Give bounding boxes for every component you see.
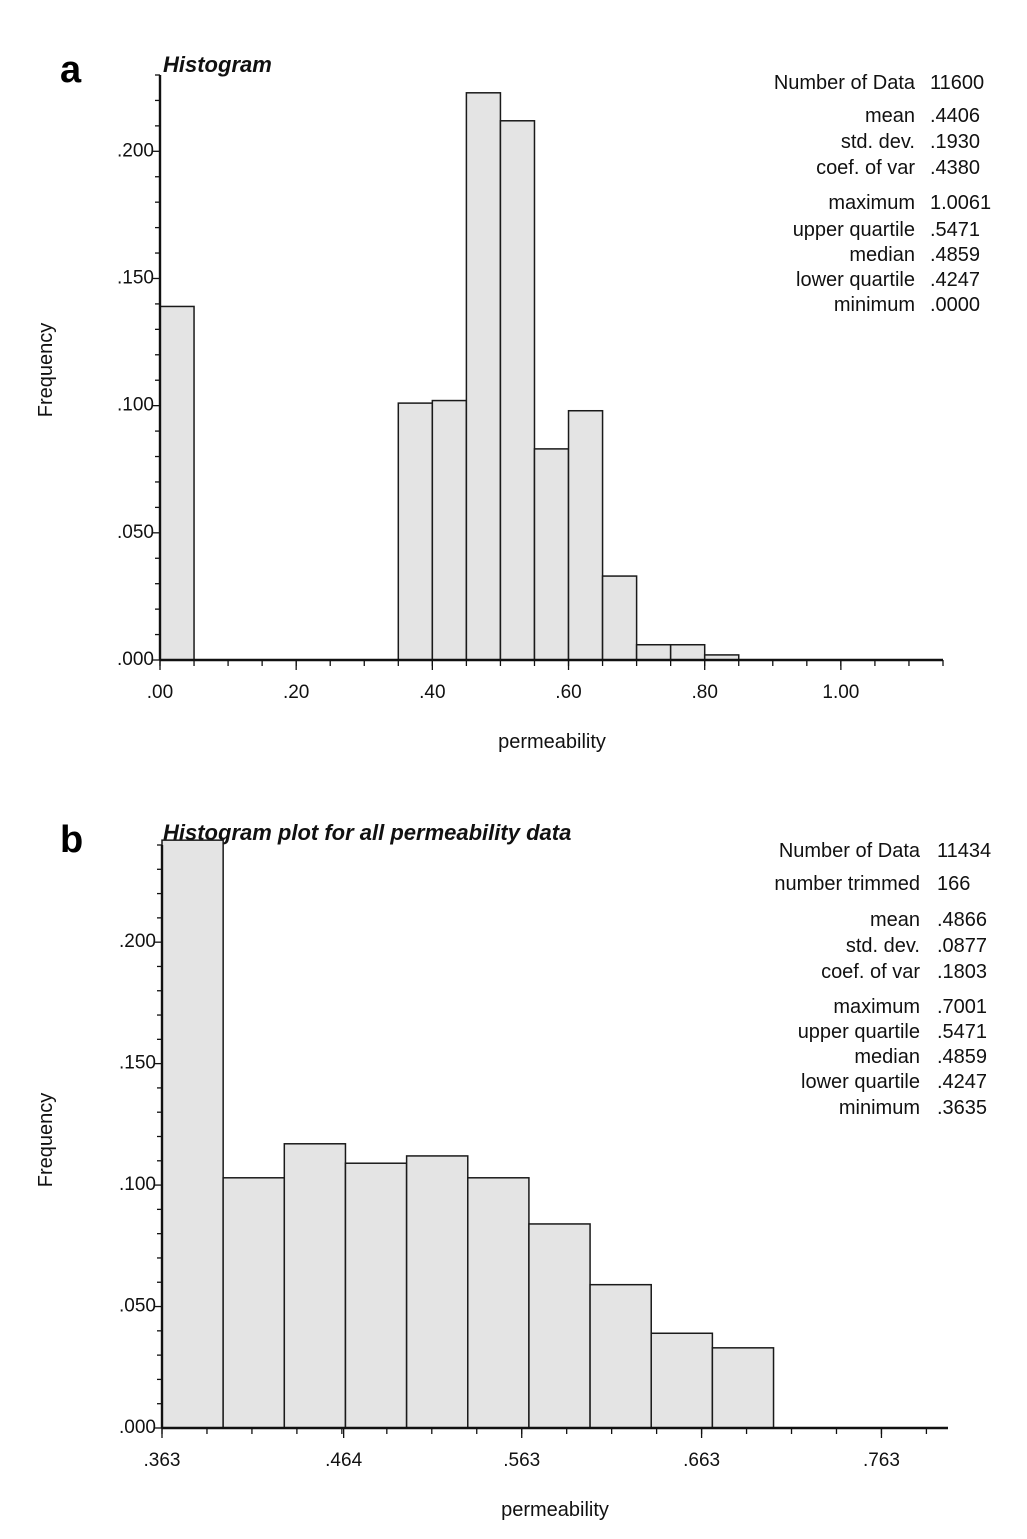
panel-b-stat-value: .4859 <box>937 1046 987 1068</box>
panel-b-stat-value: .3635 <box>937 1097 987 1119</box>
panel-b-y-tick-label: .100 <box>119 1174 156 1195</box>
panel-a-stat-label: coef. of var <box>816 157 915 179</box>
panel-a-title: Histogram <box>163 52 272 77</box>
panel-a-y-tick-label: .000 <box>117 649 154 670</box>
panel-a-bar <box>635 643 672 661</box>
panel-a-x-tick-label: .00 <box>147 682 173 703</box>
panel-b-bar <box>161 839 224 1429</box>
panel-a-stat-label: std. dev. <box>841 131 915 153</box>
panel-a-stats-box: Number of Data 11600 mean .4406 std. dev. .19… <box>774 72 991 316</box>
panel-b-stat-value: .4247 <box>937 1071 987 1093</box>
panel-b-histogram: b Histogram plot for all permeability da… <box>35 819 991 1521</box>
panel-b-axes: .000 .050 .100 .150 .200 .363 .464 .563 .663 .763 <box>119 844 948 1471</box>
panel-a-stat-value: .0000 <box>930 294 980 316</box>
panel-a-y-tick-label: .200 <box>117 140 154 161</box>
panel-a-x-tick-label: .40 <box>419 682 445 703</box>
panel-b-x-tick-label: .363 <box>144 1450 181 1471</box>
panel-a-stat-value: .4380 <box>930 157 980 179</box>
panel-a-bar <box>499 120 536 661</box>
panel-b-bar <box>222 1177 286 1429</box>
panel-a-bar <box>397 402 434 661</box>
panel-b-stat-label: mean <box>870 909 920 931</box>
panel-b-bars <box>161 839 775 1429</box>
panel-b-stat-value: .7001 <box>937 996 987 1018</box>
panel-a-stat-label: median <box>849 244 915 266</box>
panel-b-stat-label: median <box>854 1046 920 1068</box>
panel-a-stat-label: lower quartile <box>796 269 915 291</box>
panel-b-y-tick-label: .050 <box>119 1296 156 1317</box>
panel-b-stat-value: .4866 <box>937 909 987 931</box>
panel-a-bar <box>533 448 570 661</box>
panel-b-bar <box>650 1332 714 1429</box>
panel-b-stat-value: .5471 <box>937 1021 987 1043</box>
panel-a-stat-label: mean <box>865 105 915 127</box>
panel-a-stat-label: Number of Data <box>774 72 916 94</box>
panel-a-histogram: a Histogram .000 .050 .100 .150 .200 .00 .20 .4… <box>35 49 991 753</box>
panel-b-y-tick-label: .200 <box>119 931 156 952</box>
panel-a-stat-value: .4406 <box>930 105 980 127</box>
panel-a-y-tick-label: .100 <box>117 395 154 416</box>
panel-b-stat-value: 166 <box>937 873 970 895</box>
panel-b-stat-label: upper quartile <box>798 1021 920 1043</box>
panel-a-stat-value: .5471 <box>930 219 980 241</box>
panel-b-stat-label: minimum <box>839 1097 920 1119</box>
panel-b-bar <box>467 1177 530 1429</box>
panel-a-ylabel: Frequency <box>35 323 57 418</box>
panel-a-bars <box>159 92 740 661</box>
panel-a-xlabel: permeability <box>498 731 606 753</box>
panel-a-stat-value: 11600 <box>930 72 984 94</box>
panel-b-stat-value: .1803 <box>937 961 987 983</box>
panel-b-stat-label: number trimmed <box>774 873 920 895</box>
panel-a-stat-value: .4247 <box>930 269 980 291</box>
panel-b-bar <box>528 1223 591 1429</box>
panel-b-stat-label: maximum <box>833 996 920 1018</box>
panel-a-bar <box>601 575 638 661</box>
panel-a-stat-label: maximum <box>828 192 915 214</box>
panel-b-stat-label: std. dev. <box>846 935 920 957</box>
panel-b-stat-label: lower quartile <box>801 1071 920 1093</box>
panel-a-x-tick-label: 1.00 <box>822 682 859 703</box>
panel-b-stats-box: Number of Data 11434 number trimmed 166 mean… <box>774 840 991 1119</box>
panel-b-bar <box>589 1283 652 1429</box>
panel-a-y-tick-label: .050 <box>117 522 154 543</box>
panel-a-bar <box>567 409 604 661</box>
panel-a-stat-label: upper quartile <box>793 219 915 241</box>
panel-a-stat-value: 1.0061 <box>930 192 991 214</box>
panel-b-x-tick-label: .563 <box>503 1450 540 1471</box>
panel-b-bar <box>344 1162 408 1429</box>
panel-a-y-tick-label: .150 <box>117 267 154 288</box>
panel-a-stat-value: .1930 <box>930 131 980 153</box>
panel-a-stat-value: .4859 <box>930 244 980 266</box>
panel-b-title: Histogram plot for all permeability data <box>163 820 571 845</box>
panel-b-x-tick-label: .464 <box>325 1450 362 1471</box>
panel-b-bar <box>405 1155 469 1429</box>
panel-a-x-tick-label: .60 <box>555 682 581 703</box>
panel-b-x-tick-label: .663 <box>683 1450 720 1471</box>
panel-b-letter: b <box>60 819 83 861</box>
panel-a-bar <box>465 92 502 661</box>
panel-a-bar <box>669 643 706 661</box>
panel-a-stat-label: minimum <box>834 294 915 316</box>
panel-b-stat-label: coef. of var <box>821 961 920 983</box>
panel-a-axes: .000 .050 .100 .150 .200 .00 .20 .40 .60 .80 1.00 <box>117 74 944 703</box>
panel-a-bar <box>159 305 195 661</box>
panel-b-x-tick-label: .763 <box>863 1450 900 1471</box>
panel-b-y-tick-label: .150 <box>119 1053 156 1074</box>
panel-a-bar <box>431 399 468 661</box>
panel-a-letter: a <box>60 49 82 91</box>
panel-b-bar <box>283 1143 347 1429</box>
panel-a-x-tick-label: .20 <box>283 682 309 703</box>
panel-b-stat-label: Number of Data <box>779 840 921 862</box>
panel-b-stat-value: 11434 <box>937 840 991 862</box>
panel-b-y-tick-label: .000 <box>119 1417 156 1438</box>
panel-b-stat-value: .0877 <box>937 935 987 957</box>
panel-b-ylabel: Frequency <box>35 1093 57 1188</box>
panel-a-x-tick-label: .80 <box>691 682 717 703</box>
panel-b-xlabel: permeability <box>501 1499 609 1521</box>
panel-b-bar <box>711 1347 775 1429</box>
